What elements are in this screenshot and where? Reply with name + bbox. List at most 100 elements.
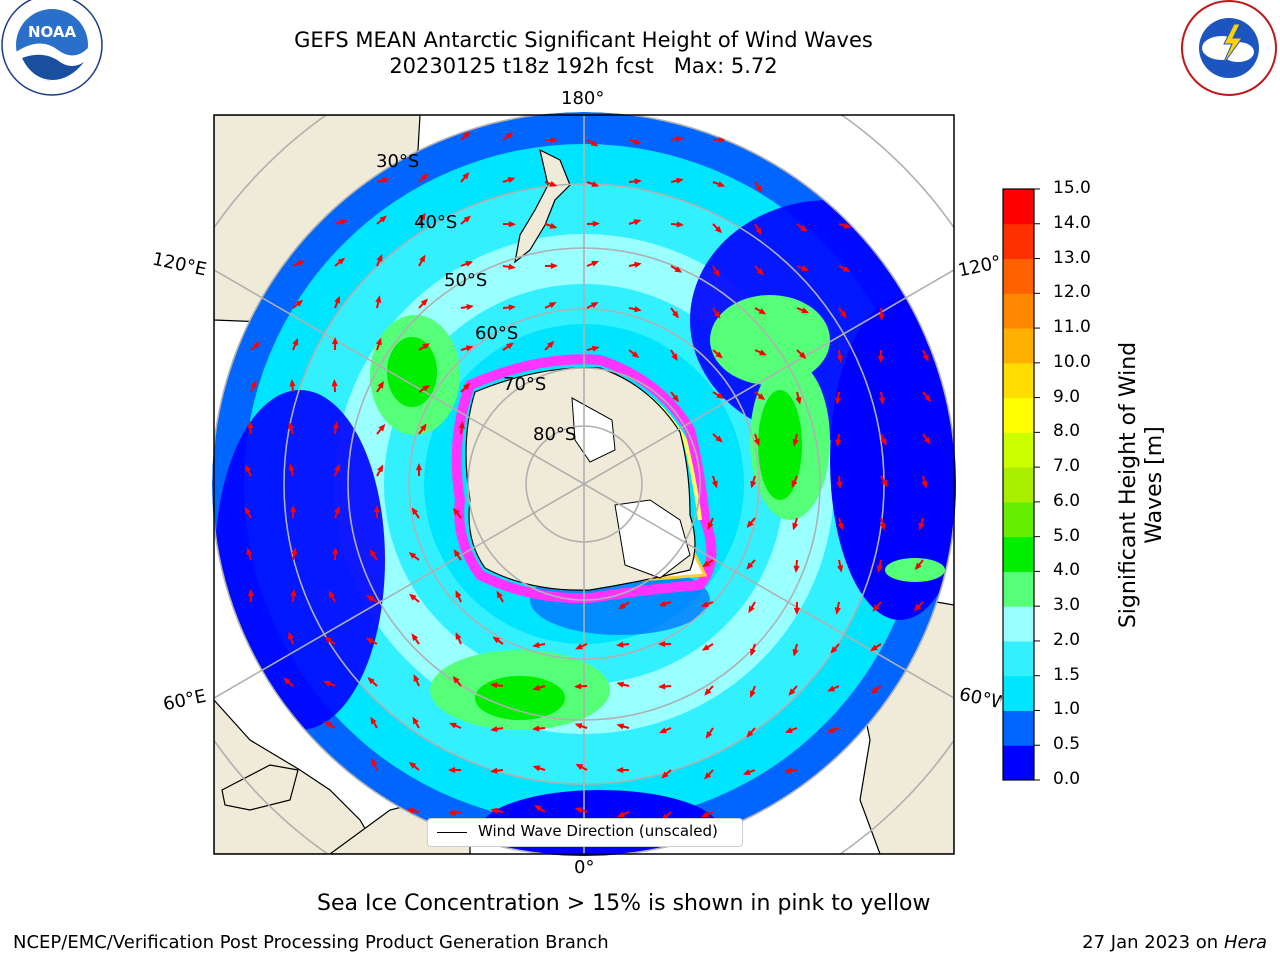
wave-direction-arrowhead	[592, 220, 600, 227]
wave-direction-arrowhead	[759, 349, 767, 356]
wave-direction-arrowhead	[334, 295, 341, 304]
wave-direction-arrowhead	[707, 522, 714, 530]
wave-direction-arrowhead	[415, 463, 423, 471]
footer-machine: Hera	[1223, 932, 1267, 953]
colorbar-tick-label: 7.0	[1053, 456, 1081, 477]
wave-direction-arrowhead	[334, 463, 340, 472]
wave-direction-arrowhead	[246, 547, 253, 556]
wave-direction-arrowhead	[713, 311, 721, 319]
footer-producer: NCEP/EMC/Verification Post Processing Pr…	[13, 932, 609, 953]
wave-direction-arrowhead	[755, 227, 762, 236]
wave-direction-arrowhead	[921, 480, 928, 489]
wave-direction-arrowhead	[878, 313, 885, 321]
wave-direction-arrowhead	[339, 219, 348, 226]
wave-direction-arrowhead	[463, 382, 471, 391]
wave-direction-arrowhead	[633, 219, 642, 226]
wave-direction-arrowhead	[465, 261, 474, 267]
wave-direction-arrowhead	[870, 644, 878, 652]
colorbar-tick-label: 1.0	[1053, 699, 1081, 720]
lat-label-60s: 60°S	[475, 323, 519, 344]
wave-direction-arrowhead	[713, 269, 720, 278]
wave-direction-arrowhead	[714, 226, 723, 234]
wave-direction-arrowhead	[508, 304, 516, 311]
wave-direction-arrowhead	[366, 595, 374, 602]
lat-label-50s: 50°S	[444, 270, 488, 291]
chart-title-line2: 20230125 t18z 192h fcst Max: 5.72	[389, 54, 778, 78]
wave-direction-arrowhead	[490, 682, 498, 689]
nws-logo	[1181, 0, 1277, 96]
wave-direction-arrowhead	[880, 438, 887, 446]
new-zealand-landmass	[514, 148, 571, 264]
wave-direction-arrowhead	[574, 683, 582, 690]
wave-direction-arrowhead	[332, 547, 339, 555]
wave-direction-arrowhead	[408, 552, 417, 559]
wave-direction-arrowhead	[295, 299, 304, 307]
wave-direction-arrowhead	[877, 355, 884, 363]
wave-direction-arrowhead	[532, 684, 541, 691]
wave-direction-arrowhead	[658, 683, 666, 690]
wave-direction-arrowhead	[253, 341, 261, 349]
wave-direction-arrowhead	[575, 643, 583, 650]
colorbar-segment	[1003, 223, 1034, 260]
wave-direction-arrowhead	[549, 180, 558, 187]
wave-direction-arrowhead	[704, 772, 712, 780]
wave-direction-arrowhead	[590, 302, 599, 309]
wave-direction-arrowhead	[749, 690, 756, 699]
wave-direction-arrowhead	[716, 392, 725, 399]
wave-direction-arrowhead	[661, 771, 669, 779]
noaa-logo: NOAA	[1, 0, 103, 96]
colorbar-segment	[1003, 258, 1034, 294]
lat-label-40s: 40°S	[414, 212, 458, 233]
wave-direction-arrowhead	[878, 397, 885, 405]
wave-direction-arrowhead	[705, 731, 713, 739]
wave-direction-arrowhead	[381, 177, 390, 184]
wave-direction-arrowhead	[616, 641, 624, 648]
wave-direction-arrowhead	[465, 345, 474, 352]
wave-direction-arrowhead	[840, 310, 847, 319]
colorbar-label-line1: Significant Height of Wind	[1116, 341, 1141, 629]
wave-direction-arrowhead	[700, 601, 709, 608]
colorbar-segment	[1003, 189, 1034, 225]
wave-direction-arrowhead	[674, 266, 683, 273]
wave-direction-arrowhead	[452, 507, 460, 516]
colorbar-segment	[1003, 362, 1034, 399]
wave-direction-arrowhead	[676, 221, 684, 228]
wave-direction-arrowhead	[701, 811, 709, 818]
colorbar-tick-label: 8.0	[1053, 421, 1081, 442]
wave-direction-arrowhead	[412, 716, 419, 725]
wave-direction-arrowhead	[618, 602, 626, 610]
wave-direction-arrowhead	[549, 222, 558, 229]
wave-direction-arrowhead	[830, 646, 838, 654]
wave-direction-arrowhead	[508, 221, 516, 228]
wave-direction-arrowhead	[490, 767, 498, 774]
wave-direction-arrowhead	[490, 725, 498, 733]
colorbar-tick-label: 1.5	[1053, 664, 1081, 685]
wave-direction-arrowhead	[532, 641, 540, 649]
wave-direction-arrowhead	[288, 421, 295, 430]
wave-direction-arrowhead	[328, 590, 335, 599]
wave-direction-arrowhead	[369, 549, 377, 557]
wave-direction-arrowhead	[508, 263, 516, 270]
wave-direction-arrowhead	[616, 723, 625, 730]
sea-ice-edge	[451, 354, 717, 604]
wave-direction-arrowhead	[290, 505, 297, 513]
noaa-logo-text: NOAA	[28, 23, 77, 41]
wave-direction-arrowhead	[634, 306, 642, 313]
wave-direction-arrowhead	[332, 421, 339, 429]
wave-direction-arrowhead	[784, 727, 793, 733]
wave-direction-arrowhead	[297, 260, 305, 267]
wave-direction-arrowhead	[452, 675, 460, 684]
wave-direction-arrowhead	[792, 648, 799, 657]
wave-direction-arrowhead	[379, 215, 387, 223]
wave-direction-arrowhead	[331, 337, 339, 345]
wave-direction-arrowhead	[715, 435, 723, 443]
wave-direction-arrowhead	[505, 132, 514, 139]
wave-direction-arrowhead	[244, 506, 251, 515]
wave-direction-arrowhead	[370, 716, 377, 725]
colorbar-tick-label: 0.0	[1053, 769, 1081, 789]
wave-direction-arrowhead	[420, 298, 428, 306]
colorbar-tick-label: 15.0	[1053, 178, 1091, 198]
wave-direction-arrowhead	[419, 212, 426, 221]
wave-direction-arrowhead	[792, 438, 799, 447]
wave-direction-arrowhead	[463, 131, 471, 139]
